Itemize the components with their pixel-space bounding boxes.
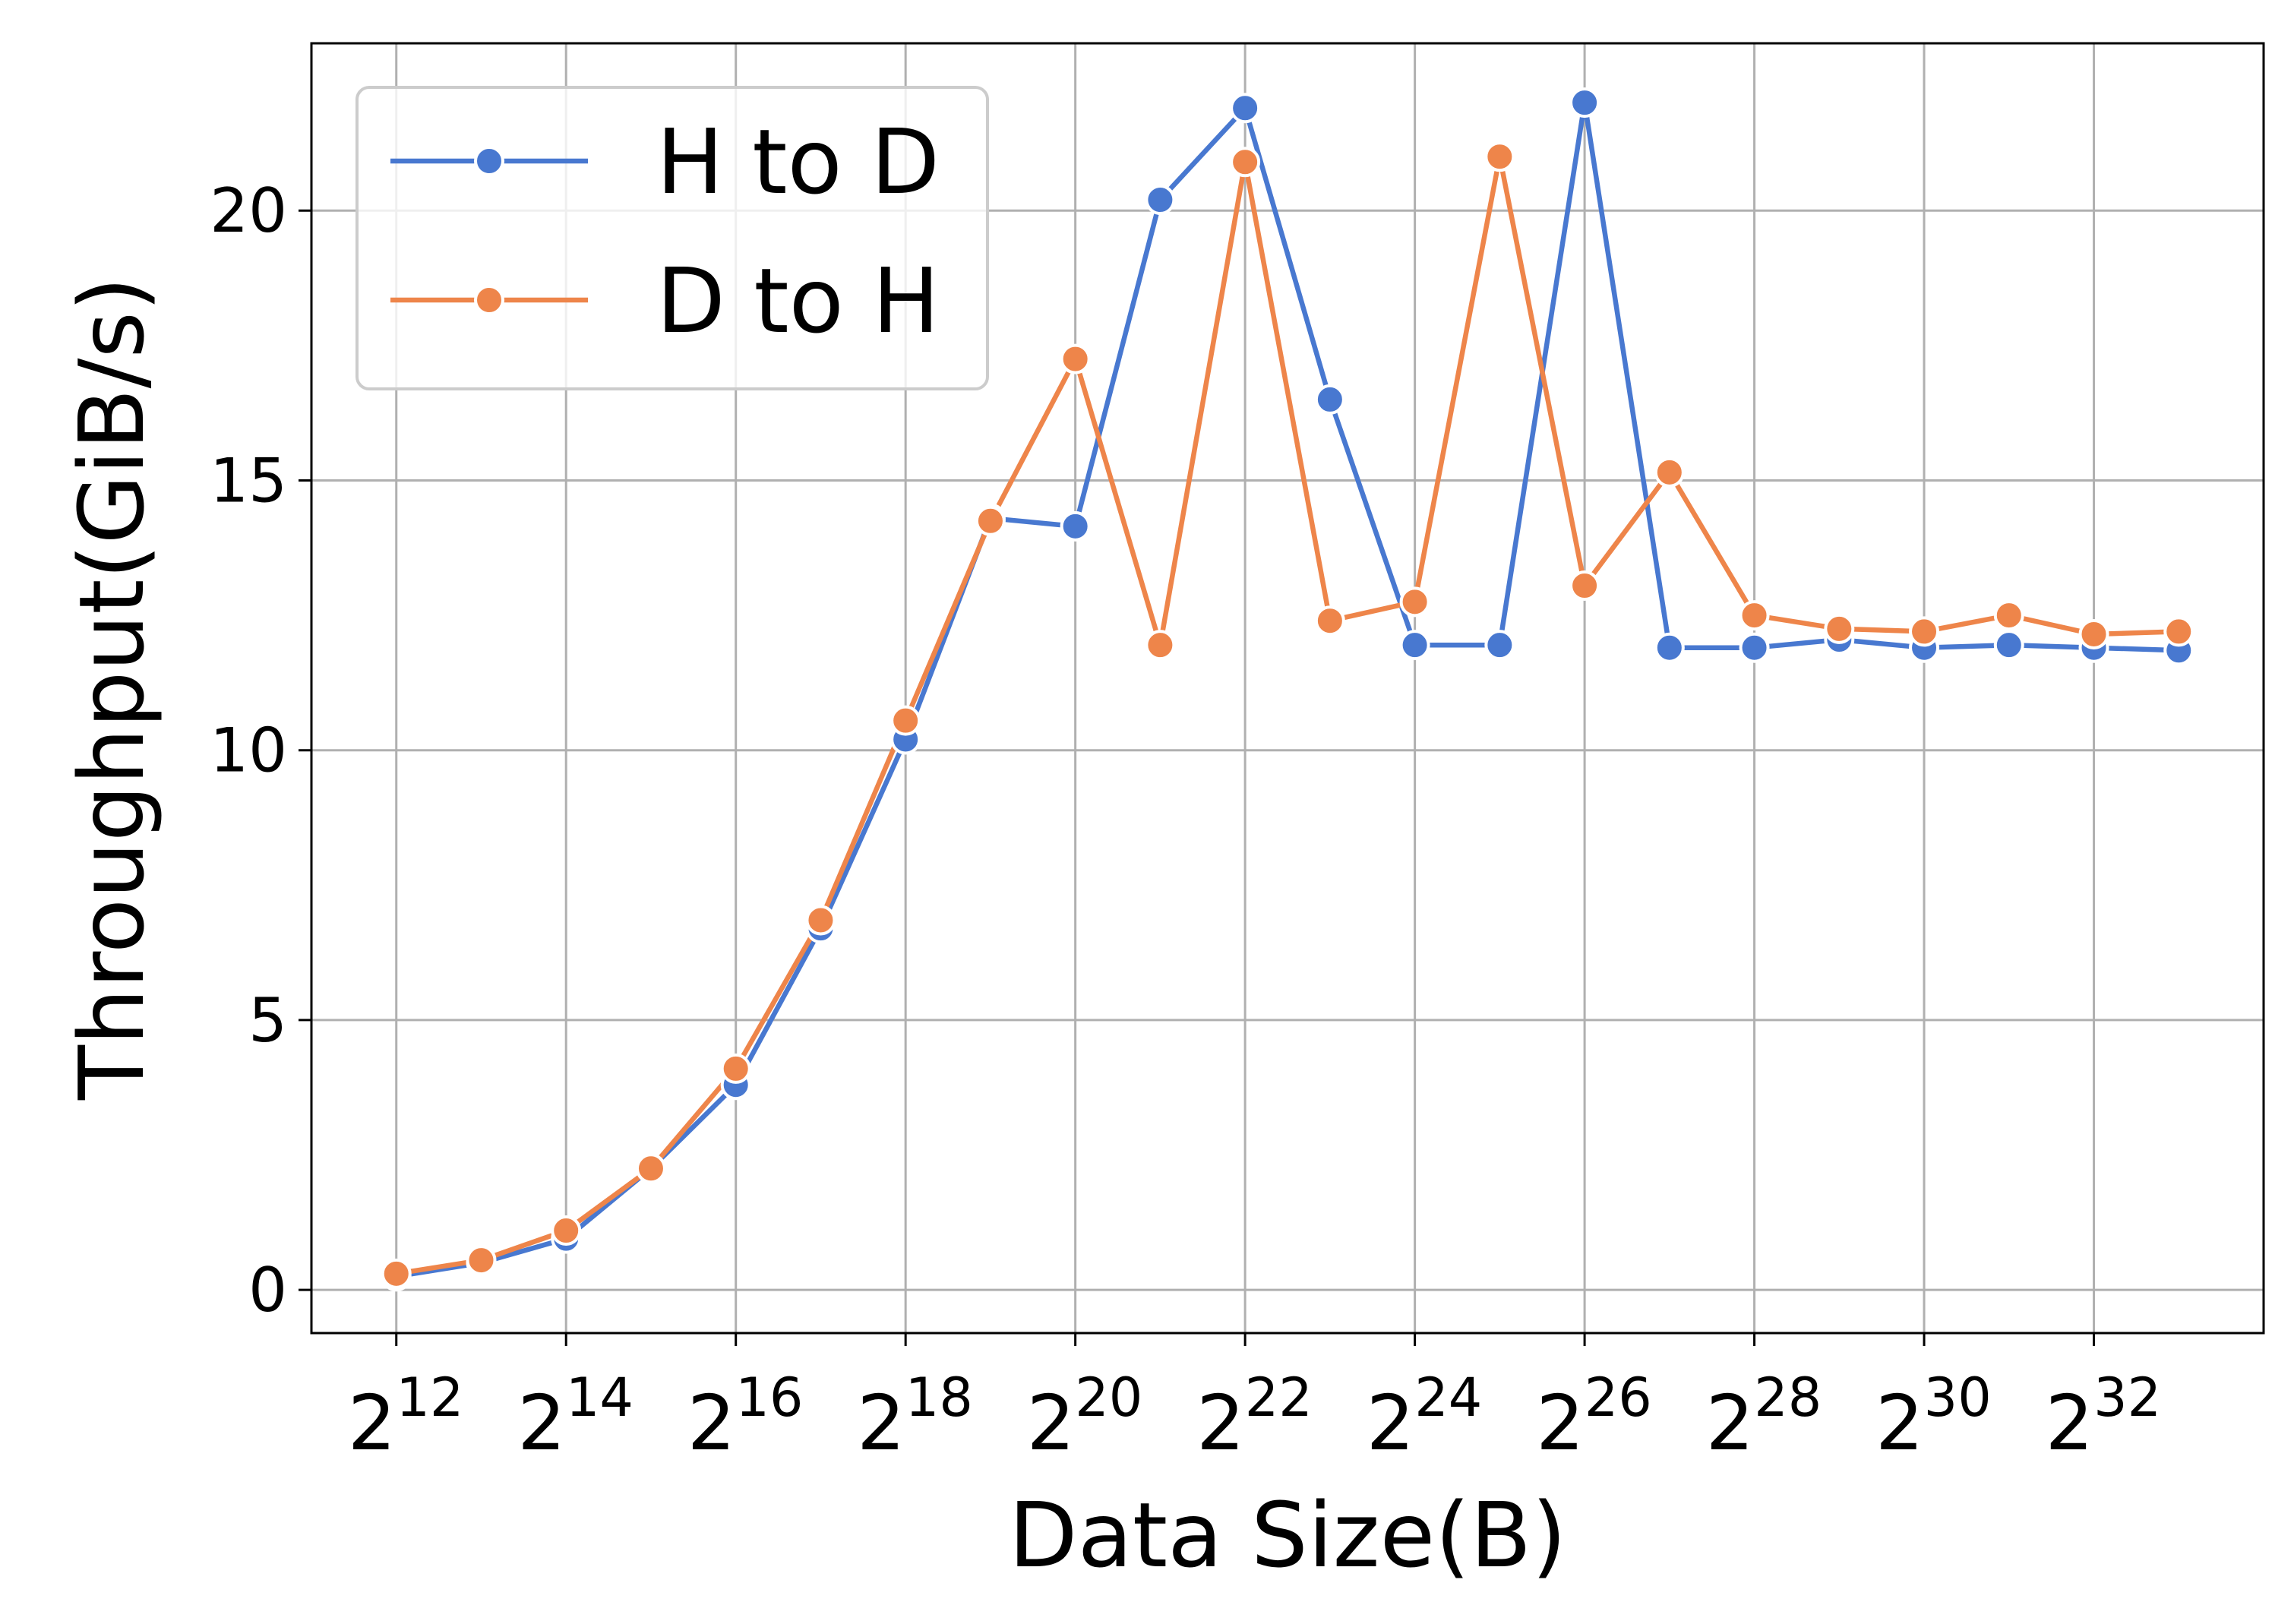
data-point — [1484, 630, 1515, 661]
data-point — [1314, 605, 1345, 637]
data-point — [2078, 618, 2109, 649]
legend-label: H to D — [656, 109, 940, 214]
data-point — [1569, 570, 1600, 602]
data-point — [1569, 87, 1600, 118]
y-tick-label: 15 — [210, 445, 287, 516]
y-tick-label: 0 — [248, 1255, 287, 1325]
series-line — [396, 153, 2179, 1277]
x-tick-label: 214 — [517, 1366, 634, 1468]
data-point — [2163, 616, 2194, 647]
data-point — [1314, 384, 1345, 415]
legend: H to D D to H — [355, 86, 989, 390]
data-point — [551, 1215, 582, 1246]
x-tick-label: 222 — [1196, 1366, 1313, 1468]
data-point — [1739, 600, 1770, 631]
data-point — [890, 705, 921, 736]
data-point — [1060, 343, 1091, 374]
data-point — [975, 505, 1006, 536]
data-point — [1654, 632, 1685, 663]
data-point — [1060, 510, 1091, 542]
y-tick-label: 20 — [210, 175, 287, 246]
data-point — [1909, 616, 1940, 647]
data-point — [635, 1153, 666, 1184]
data-point — [720, 1053, 751, 1084]
x-tick-label: 228 — [1706, 1366, 1822, 1468]
data-point — [1230, 93, 1261, 124]
data-point — [1399, 630, 1430, 661]
data-point — [1993, 630, 2024, 661]
data-point — [1484, 141, 1515, 172]
y-axis-label: Throughput(GiB/s) — [59, 276, 164, 1101]
data-point — [466, 1245, 497, 1276]
y-tick-label: 10 — [210, 716, 287, 786]
data-point — [1399, 586, 1430, 618]
legend-swatch-marker — [474, 285, 504, 315]
y-tick-label: 5 — [248, 985, 287, 1056]
data-point — [381, 1258, 412, 1289]
x-tick-label: 232 — [2046, 1366, 2162, 1468]
x-tick-label: 224 — [1367, 1366, 1483, 1468]
series-layer — [381, 87, 2194, 1292]
series-line — [396, 100, 2179, 1279]
data-point — [805, 905, 836, 936]
data-point — [1739, 632, 1770, 663]
x-tick-label: 216 — [687, 1366, 804, 1468]
x-tick-label: 230 — [1875, 1366, 1992, 1468]
x-tick-label: 212 — [348, 1366, 464, 1468]
x-axis-label: Data Size(B) — [1009, 1483, 1567, 1588]
x-tick-label: 220 — [1027, 1366, 1143, 1468]
data-point — [1230, 147, 1261, 178]
data-point — [1145, 185, 1176, 216]
legend-label: D to H — [656, 248, 940, 353]
axis-ticks: 212 214 216 218 220 222 224 226 228 230 232 0 5 10 15 2… — [210, 175, 2161, 1468]
legend-swatch-marker — [474, 146, 504, 176]
x-tick-label: 226 — [1536, 1366, 1652, 1468]
data-point — [1654, 457, 1685, 488]
x-tick-label: 218 — [857, 1366, 973, 1468]
data-point — [1145, 630, 1176, 661]
plot-frame — [310, 42, 2265, 1335]
data-point — [1993, 600, 2024, 631]
data-point — [1824, 613, 1855, 644]
